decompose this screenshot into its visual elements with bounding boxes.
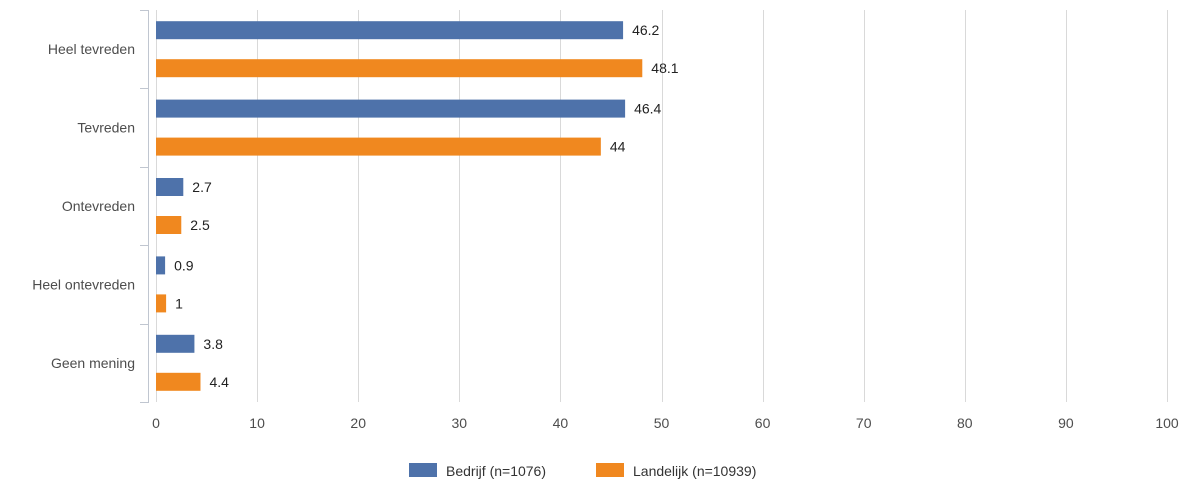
data-label: 44 xyxy=(610,139,626,155)
legend-swatch xyxy=(596,463,624,477)
legend: Bedrijf (n=1076) Landelijk (n=10939) xyxy=(409,463,756,479)
x-tick-label: 50 xyxy=(654,415,670,431)
x-tick-label: 10 xyxy=(249,415,265,431)
category-label: Tevreden xyxy=(77,120,135,136)
x-tick-label: 60 xyxy=(755,415,771,431)
label-layer: 46.2 46.4 2.7 0.9 3.8 48.1 44 2.5 1 4.4 xyxy=(174,22,679,390)
category-label: Heel ontevreden xyxy=(32,276,135,292)
bar-landelijk xyxy=(156,372,201,391)
data-label: 46.4 xyxy=(634,101,661,117)
bar-layer xyxy=(156,21,643,391)
legend-label: Bedrijf (n=1076) xyxy=(446,463,546,479)
bar-landelijk xyxy=(156,137,601,156)
x-tick-label: 0 xyxy=(152,415,160,431)
x-tick-label: 90 xyxy=(1058,415,1074,431)
bar-landelijk xyxy=(156,294,167,313)
axis-layer: 0 10 20 30 40 50 60 70 80 90 100 Heel tevreden Tevre… xyxy=(32,10,1179,431)
bar-bedrijf xyxy=(156,99,626,118)
data-label: 4.4 xyxy=(209,374,229,390)
bar-bedrijf xyxy=(156,21,624,40)
legend-label: Landelijk (n=10939) xyxy=(633,463,756,479)
legend-swatch xyxy=(409,463,437,477)
data-label: 46.2 xyxy=(632,22,659,38)
category-label: Ontevreden xyxy=(62,198,135,214)
data-label: 0.9 xyxy=(174,257,194,273)
bar-landelijk xyxy=(156,59,643,78)
legend-item[interactable]: Landelijk (n=10939) xyxy=(596,463,756,479)
x-tick-label: 80 xyxy=(957,415,973,431)
category-label: Geen mening xyxy=(51,355,135,371)
x-tick-label: 70 xyxy=(856,415,872,431)
data-label: 2.7 xyxy=(192,179,212,195)
bar-bedrijf xyxy=(156,178,184,196)
data-label: 48.1 xyxy=(651,60,678,76)
x-tick-label: 30 xyxy=(452,415,468,431)
x-tick-label: 40 xyxy=(553,415,569,431)
category-label: Heel tevreden xyxy=(48,41,135,57)
bar-landelijk xyxy=(156,216,182,234)
x-tick-label: 100 xyxy=(1155,415,1179,431)
data-label: 3.8 xyxy=(203,336,223,352)
data-label: 1 xyxy=(175,295,183,311)
data-label: 2.5 xyxy=(190,217,210,233)
x-tick-label: 20 xyxy=(350,415,366,431)
legend-item[interactable]: Bedrijf (n=1076) xyxy=(409,463,546,479)
bar-bedrijf xyxy=(156,334,195,353)
bar-bedrijf xyxy=(156,256,166,275)
